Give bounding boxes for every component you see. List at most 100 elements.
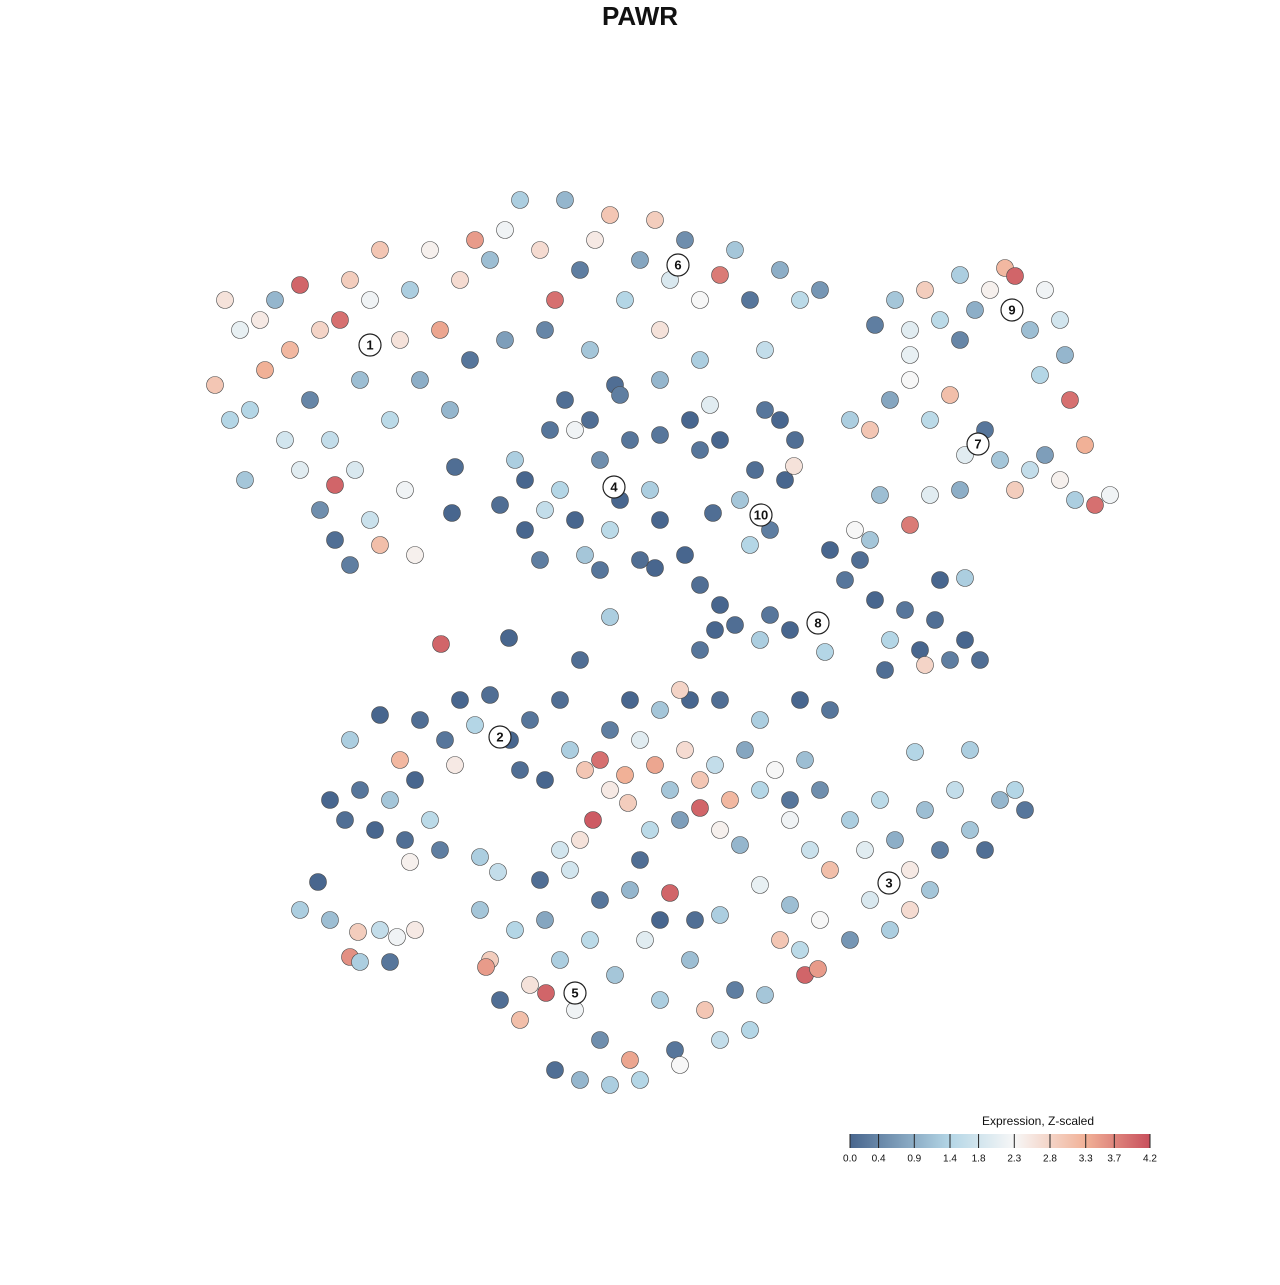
point xyxy=(801,841,819,859)
point xyxy=(901,901,919,919)
point xyxy=(326,476,344,494)
point xyxy=(836,571,854,589)
point xyxy=(886,291,904,309)
point xyxy=(736,741,754,759)
cluster-label: 8 xyxy=(814,615,821,630)
point xyxy=(711,906,729,924)
point xyxy=(676,546,694,564)
point xyxy=(336,811,354,829)
point xyxy=(432,635,450,653)
point xyxy=(951,481,969,499)
point xyxy=(581,411,599,429)
point xyxy=(691,576,709,594)
point xyxy=(436,731,454,749)
point xyxy=(500,629,518,647)
point xyxy=(696,1001,714,1019)
point xyxy=(851,551,869,569)
point xyxy=(371,241,389,259)
point xyxy=(901,371,919,389)
point xyxy=(1006,267,1024,285)
point xyxy=(481,251,499,269)
point xyxy=(661,884,679,902)
point xyxy=(811,911,829,929)
point xyxy=(221,411,239,429)
point xyxy=(571,1071,589,1089)
cluster-label: 10 xyxy=(754,507,768,522)
point xyxy=(311,501,329,519)
point xyxy=(821,541,839,559)
point xyxy=(681,951,699,969)
point xyxy=(571,831,589,849)
point xyxy=(531,551,549,569)
point xyxy=(809,960,827,978)
point xyxy=(481,686,499,704)
point xyxy=(236,471,254,489)
point xyxy=(711,1031,729,1049)
point xyxy=(441,401,459,419)
point xyxy=(681,411,699,429)
point xyxy=(1036,446,1054,464)
point xyxy=(291,461,309,479)
point xyxy=(1061,391,1079,409)
point xyxy=(621,881,639,899)
point xyxy=(616,291,634,309)
point xyxy=(711,821,729,839)
point xyxy=(546,1061,564,1079)
point xyxy=(256,361,274,379)
point xyxy=(621,1051,639,1069)
point xyxy=(556,391,574,409)
point xyxy=(621,431,639,449)
point xyxy=(786,431,804,449)
point xyxy=(921,486,939,504)
point xyxy=(541,421,559,439)
point xyxy=(471,901,489,919)
point xyxy=(771,411,789,429)
point xyxy=(391,751,409,769)
point xyxy=(931,571,949,589)
point xyxy=(671,681,689,699)
point xyxy=(311,321,329,339)
point xyxy=(791,941,809,959)
point xyxy=(906,743,924,761)
point xyxy=(346,461,364,479)
point xyxy=(981,281,999,299)
point xyxy=(571,261,589,279)
point xyxy=(421,241,439,259)
point xyxy=(704,504,722,522)
point xyxy=(1021,321,1039,339)
point xyxy=(706,621,724,639)
point xyxy=(706,756,724,774)
point xyxy=(561,861,579,879)
colorbar-tick-label: 0.4 xyxy=(872,1154,886,1165)
point xyxy=(651,511,669,529)
point xyxy=(896,601,914,619)
point xyxy=(341,731,359,749)
point xyxy=(266,291,284,309)
cluster-label: 9 xyxy=(1008,302,1015,317)
point xyxy=(309,873,327,891)
point xyxy=(371,706,389,724)
point xyxy=(276,431,294,449)
point xyxy=(536,771,554,789)
point xyxy=(461,351,479,369)
point xyxy=(916,801,934,819)
point xyxy=(601,781,619,799)
point xyxy=(726,981,744,999)
point xyxy=(971,651,989,669)
cluster-label-badge xyxy=(1000,298,1024,322)
point xyxy=(651,991,669,1009)
point xyxy=(431,841,449,859)
point xyxy=(711,431,729,449)
point xyxy=(446,458,464,476)
point xyxy=(591,561,609,579)
point xyxy=(691,771,709,789)
point xyxy=(951,266,969,284)
point xyxy=(691,641,709,659)
point xyxy=(411,371,429,389)
point xyxy=(671,1056,689,1074)
point xyxy=(351,953,369,971)
point xyxy=(866,316,884,334)
point xyxy=(921,411,939,429)
point xyxy=(791,291,809,309)
